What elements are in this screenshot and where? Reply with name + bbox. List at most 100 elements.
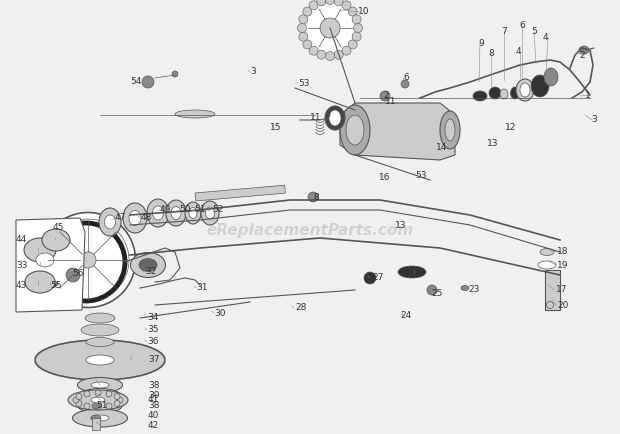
Text: 8: 8: [313, 193, 319, 201]
Text: 33: 33: [16, 260, 27, 270]
Text: 1: 1: [585, 91, 591, 99]
Text: 8: 8: [488, 49, 494, 57]
Circle shape: [326, 52, 335, 60]
Circle shape: [142, 76, 154, 88]
Text: 20: 20: [557, 300, 569, 309]
Text: 25: 25: [431, 289, 443, 297]
Text: 50: 50: [179, 206, 190, 214]
Text: 19: 19: [557, 260, 569, 270]
Circle shape: [317, 0, 326, 6]
Circle shape: [353, 23, 363, 33]
Text: 53: 53: [298, 79, 309, 88]
Ellipse shape: [540, 249, 554, 256]
Text: 10: 10: [358, 7, 370, 16]
Circle shape: [348, 40, 357, 49]
Text: 30: 30: [214, 309, 226, 318]
Text: 11: 11: [310, 114, 322, 122]
Ellipse shape: [130, 253, 166, 277]
Circle shape: [342, 46, 351, 55]
Ellipse shape: [91, 403, 109, 409]
Ellipse shape: [68, 390, 128, 410]
Ellipse shape: [398, 266, 426, 278]
Text: 47: 47: [115, 214, 126, 223]
Ellipse shape: [544, 68, 558, 86]
Circle shape: [352, 15, 361, 24]
Text: 51: 51: [194, 206, 205, 214]
Text: 49: 49: [160, 206, 171, 214]
Ellipse shape: [81, 324, 119, 336]
Text: 39: 39: [148, 391, 159, 400]
Text: 4: 4: [543, 33, 549, 43]
Circle shape: [334, 50, 343, 59]
Ellipse shape: [153, 206, 164, 220]
Text: 24: 24: [400, 310, 411, 319]
Polygon shape: [16, 218, 85, 312]
Text: 14: 14: [436, 142, 448, 151]
Text: 36: 36: [147, 338, 159, 346]
Circle shape: [303, 7, 312, 16]
Ellipse shape: [346, 115, 364, 145]
Circle shape: [114, 401, 120, 407]
Text: 31: 31: [196, 283, 208, 293]
Ellipse shape: [445, 119, 455, 141]
Text: 13: 13: [487, 138, 498, 148]
Ellipse shape: [440, 111, 460, 149]
Ellipse shape: [91, 382, 109, 388]
Circle shape: [309, 1, 318, 10]
Ellipse shape: [80, 388, 120, 401]
Ellipse shape: [86, 338, 114, 346]
Ellipse shape: [510, 87, 520, 99]
Ellipse shape: [40, 213, 136, 308]
Text: 56: 56: [72, 270, 84, 279]
Ellipse shape: [531, 75, 549, 97]
Circle shape: [352, 32, 361, 41]
Ellipse shape: [73, 409, 128, 427]
Text: 2: 2: [579, 50, 585, 59]
Ellipse shape: [78, 399, 122, 413]
Ellipse shape: [546, 302, 554, 309]
Ellipse shape: [325, 106, 345, 130]
Bar: [92, 418, 100, 430]
Ellipse shape: [25, 271, 55, 293]
Ellipse shape: [171, 207, 181, 220]
Circle shape: [334, 0, 343, 6]
Circle shape: [172, 71, 178, 77]
Circle shape: [299, 15, 308, 24]
Circle shape: [66, 268, 80, 282]
Text: 5: 5: [531, 27, 537, 36]
Text: 27: 27: [372, 273, 383, 283]
Text: 32: 32: [145, 267, 156, 276]
Circle shape: [298, 23, 306, 33]
Text: 45: 45: [53, 224, 64, 233]
Ellipse shape: [579, 46, 589, 54]
Bar: [545, 270, 560, 310]
Text: 42: 42: [148, 421, 159, 430]
Ellipse shape: [35, 340, 165, 380]
Text: 48: 48: [141, 214, 153, 223]
Text: 7: 7: [501, 27, 507, 36]
Circle shape: [299, 32, 308, 41]
Text: 12: 12: [505, 124, 516, 132]
Text: 11: 11: [385, 98, 397, 106]
Ellipse shape: [340, 105, 370, 155]
Text: 55: 55: [50, 280, 61, 289]
Bar: [195, 185, 285, 201]
Ellipse shape: [92, 403, 100, 409]
Circle shape: [320, 18, 340, 38]
Ellipse shape: [46, 281, 58, 287]
Circle shape: [380, 91, 390, 101]
Text: 53: 53: [415, 171, 427, 180]
Ellipse shape: [91, 415, 109, 421]
Circle shape: [401, 80, 409, 88]
Ellipse shape: [185, 202, 201, 224]
Text: 38: 38: [148, 381, 159, 389]
Ellipse shape: [329, 110, 341, 126]
Text: 40: 40: [148, 411, 159, 421]
Ellipse shape: [139, 259, 157, 272]
Circle shape: [348, 7, 357, 16]
Circle shape: [114, 394, 120, 400]
Ellipse shape: [91, 415, 101, 421]
Ellipse shape: [99, 208, 121, 236]
Ellipse shape: [42, 229, 70, 251]
Text: 51: 51: [96, 401, 107, 410]
